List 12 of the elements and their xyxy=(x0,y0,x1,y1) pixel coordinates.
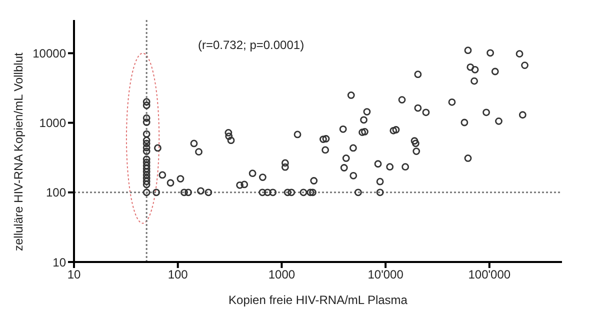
x-tick-label: 100'000 xyxy=(468,268,511,282)
y-tick-label: 100 xyxy=(46,186,66,200)
y-tick-label: 10 xyxy=(52,255,66,270)
x-tick-label: 100 xyxy=(168,268,188,282)
y-tick-label: 10000 xyxy=(32,46,66,60)
x-tick-label: 10'000 xyxy=(368,268,404,282)
x-tick-label: 10 xyxy=(67,268,81,282)
x-axis-title: Kopien freie HIV-RNA/mL Plasma xyxy=(228,293,408,307)
y-tick-label: 1000 xyxy=(39,116,66,130)
annotation: (r=0.732; p=0.0001) xyxy=(198,38,304,52)
x-tick-label: 1000 xyxy=(268,268,296,282)
y-axis-title: zelluläre HIV-RNA Kopien/mL Vollblut xyxy=(11,52,26,251)
